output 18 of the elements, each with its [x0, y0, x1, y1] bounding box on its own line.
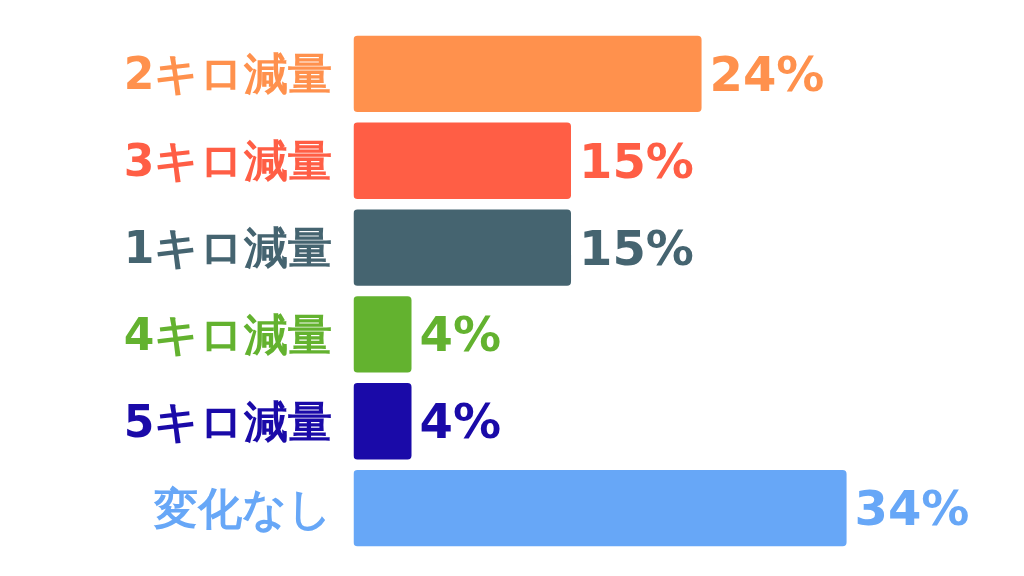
bar — [353, 383, 412, 460]
y-tick-label: 4キロ減量 — [123, 308, 333, 360]
y-tick-label: 3キロ減量 — [123, 135, 333, 187]
y-tick-label: 変化なし — [153, 482, 333, 534]
data-label: 15% — [579, 132, 694, 189]
y-tick-label: 2キロ減量 — [123, 48, 333, 100]
bar — [353, 35, 702, 113]
data-label: 34% — [854, 480, 970, 537]
data-label: 24% — [709, 45, 825, 102]
data-label: 15% — [579, 219, 694, 276]
bar — [353, 122, 572, 199]
y-tick-label: 5キロ減量 — [123, 395, 333, 447]
bar — [353, 469, 847, 547]
bar — [353, 209, 572, 286]
bar — [353, 296, 412, 373]
y-tick-label: 1キロ減量 — [123, 222, 333, 274]
data-label: 4% — [419, 393, 502, 450]
data-label: 4% — [419, 306, 502, 363]
